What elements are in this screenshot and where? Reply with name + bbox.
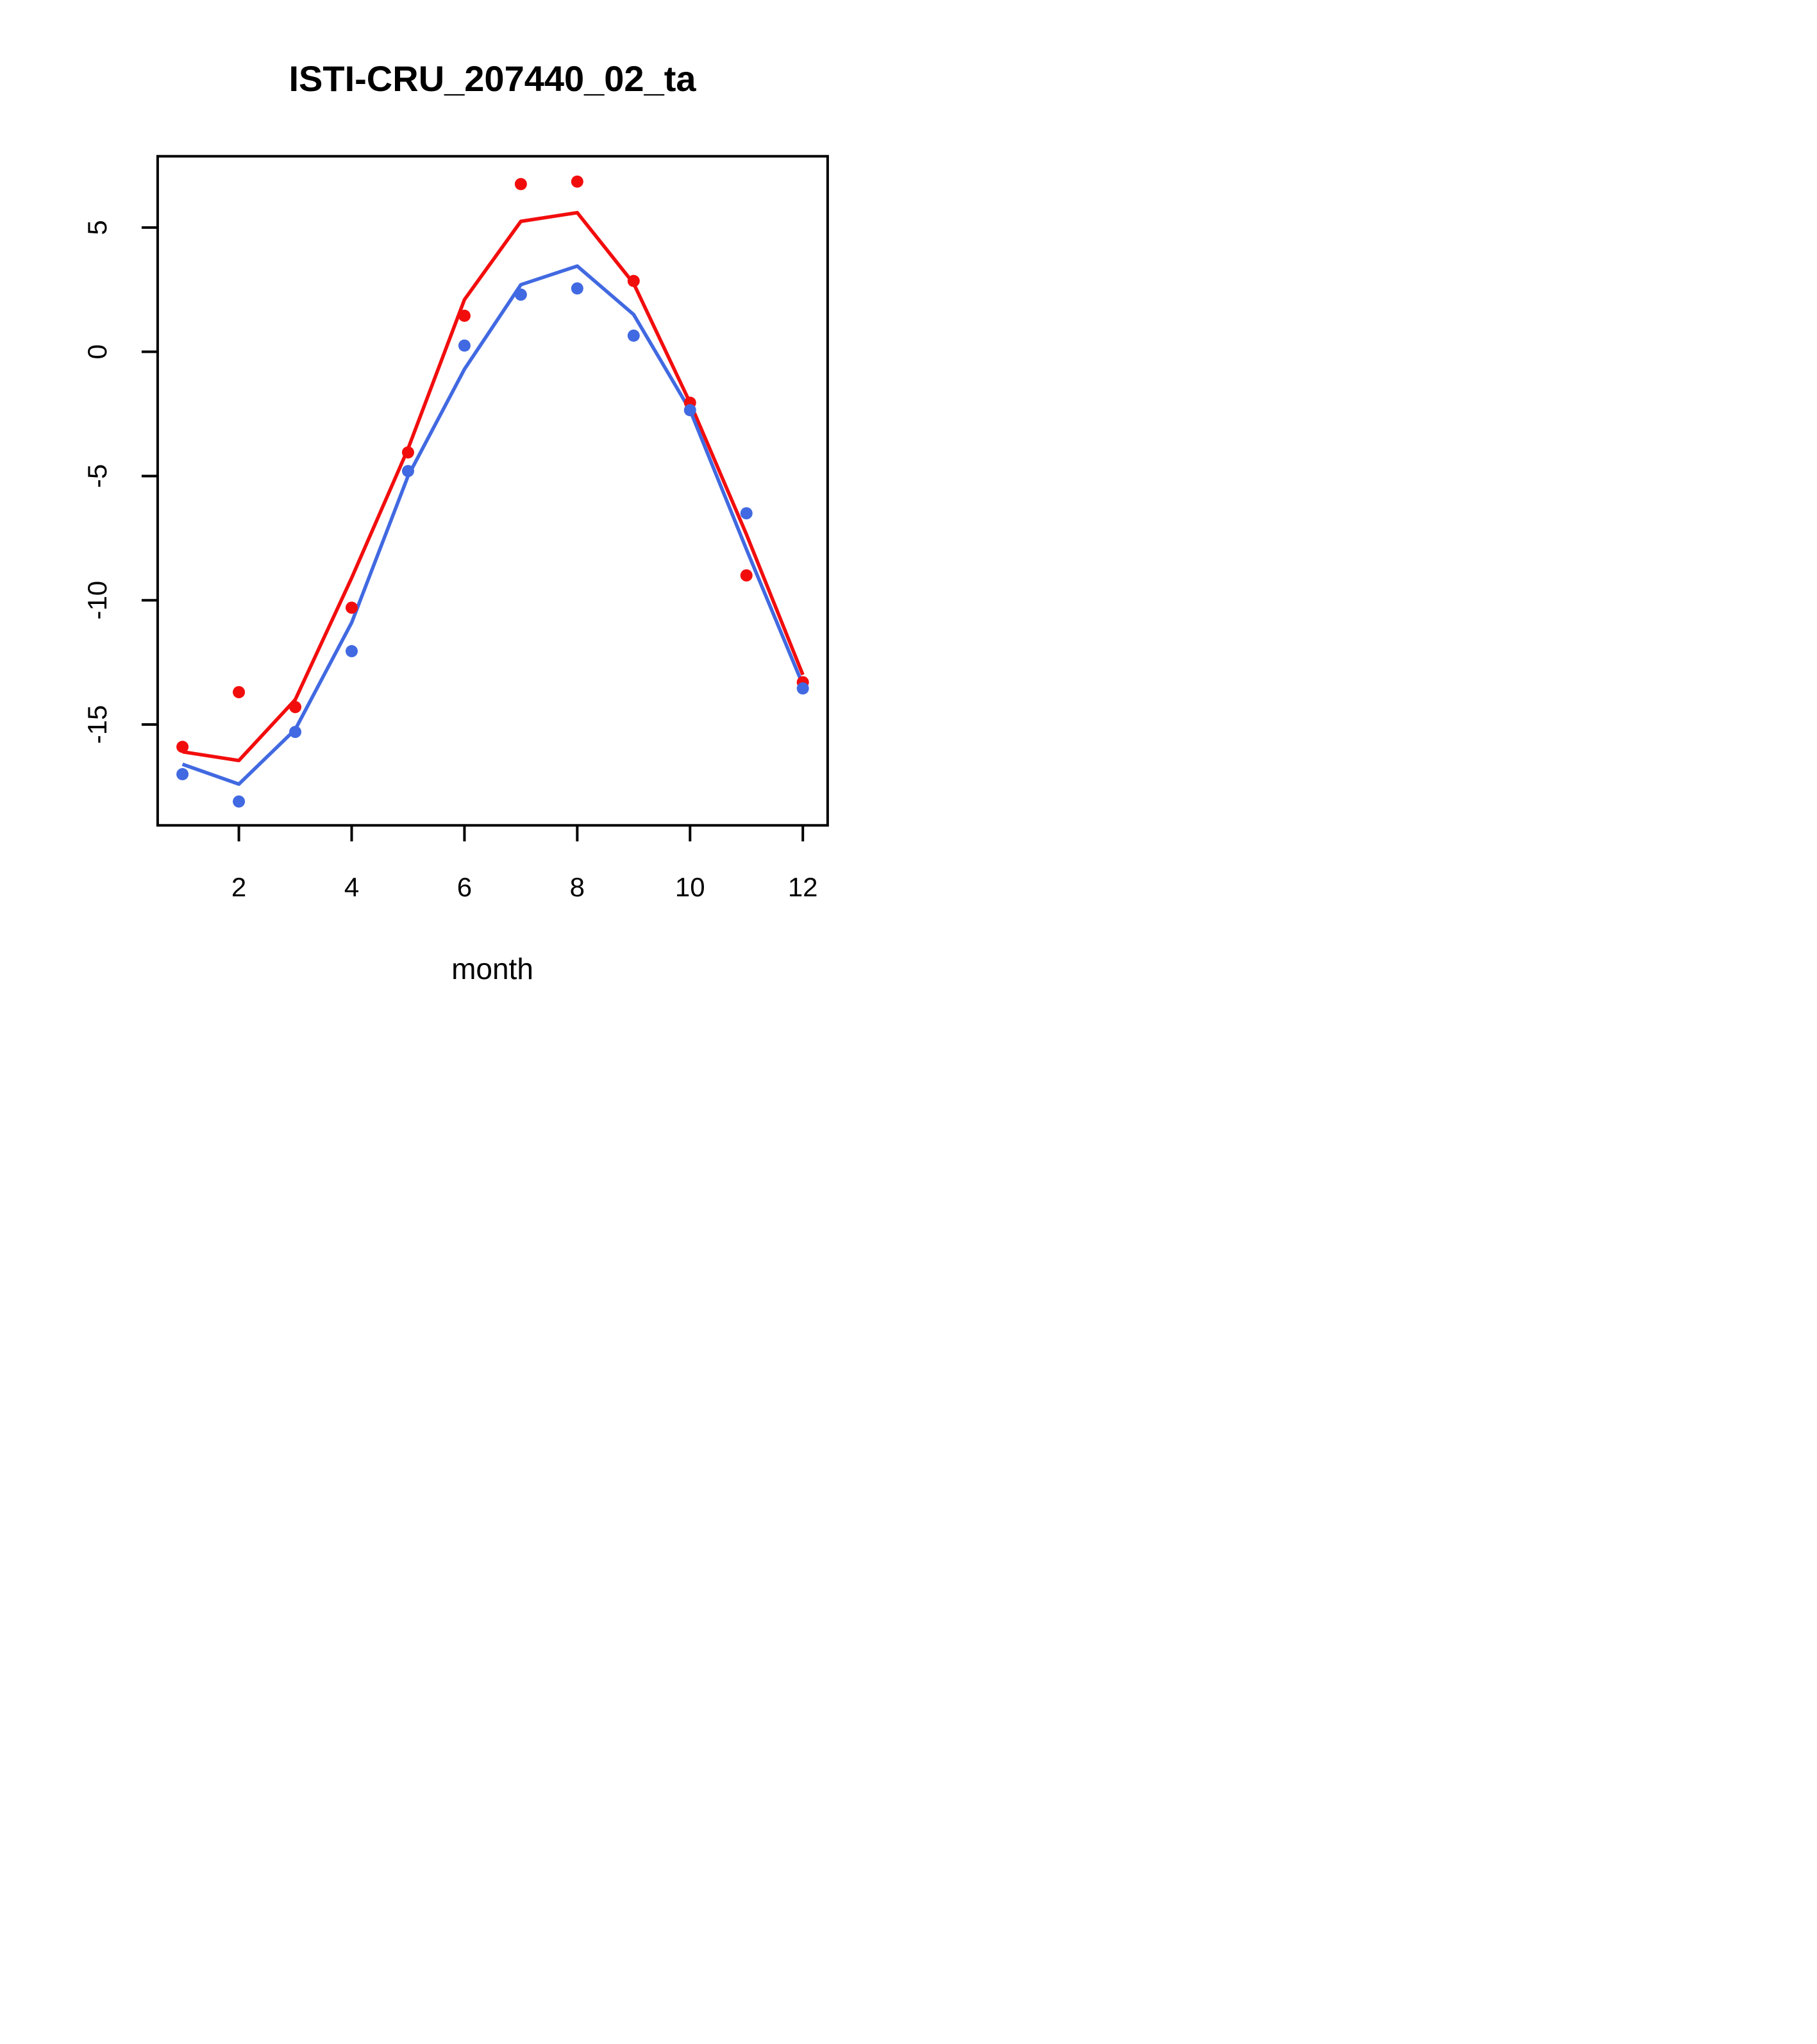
blue-points-marker bbox=[345, 645, 358, 658]
series-layer bbox=[176, 175, 809, 808]
red-points-marker bbox=[514, 178, 527, 190]
blue-points-marker bbox=[514, 289, 527, 301]
blue-points-marker bbox=[740, 507, 753, 520]
blue-points-marker bbox=[683, 404, 696, 417]
red-points-marker bbox=[458, 309, 471, 322]
y-tick-label: -10 bbox=[82, 581, 112, 620]
y-tick-label: -15 bbox=[82, 705, 112, 744]
y-tick-label: 0 bbox=[82, 344, 112, 359]
y-axis: 5 0 -5 -10 -15 bbox=[82, 220, 158, 744]
plot-box-border bbox=[156, 155, 829, 827]
y-tick-label: -5 bbox=[82, 464, 112, 488]
red-points-marker bbox=[345, 601, 358, 614]
chart-canvas: ISTI-CRU_207440_02_ta 5 0 -5 -10 -15 2 4 6 8 10 1… bbox=[82, 58, 829, 985]
blue-line bbox=[181, 264, 805, 786]
blue-points-marker bbox=[289, 726, 302, 739]
blue-points-marker bbox=[401, 465, 414, 478]
blue-points-marker bbox=[458, 339, 471, 352]
red-points-marker bbox=[571, 175, 583, 188]
x-tick-label: 6 bbox=[457, 872, 472, 902]
x-axis: 2 4 6 8 10 12 bbox=[231, 825, 818, 902]
red-points-marker bbox=[401, 446, 414, 459]
y-tick-label: 5 bbox=[82, 220, 112, 235]
x-tick-label: 8 bbox=[570, 872, 585, 902]
red-line bbox=[182, 210, 805, 762]
blue-points bbox=[176, 282, 809, 808]
blue-points-marker bbox=[233, 795, 246, 808]
blue-points-marker bbox=[627, 329, 640, 342]
x-tick-label: 4 bbox=[344, 872, 359, 902]
r-plot-figure: ISTI-CRU_207440_02_ta 5 0 -5 -10 -15 2 4 6 8 10 1… bbox=[0, 0, 908, 1022]
red-points-marker bbox=[740, 569, 753, 582]
red-points-marker bbox=[176, 741, 189, 753]
x-axis-label: month bbox=[451, 952, 533, 985]
red-points-marker bbox=[627, 274, 640, 287]
x-tick-label: 12 bbox=[788, 872, 818, 902]
blue-points-marker bbox=[796, 682, 809, 695]
blue-points-marker bbox=[176, 767, 189, 780]
chart-title: ISTI-CRU_207440_02_ta bbox=[289, 58, 696, 99]
blue-points-marker bbox=[571, 282, 583, 295]
red-points-marker bbox=[233, 686, 246, 699]
red-points-marker bbox=[289, 701, 302, 714]
x-tick-label: 10 bbox=[675, 872, 705, 902]
x-tick-label: 2 bbox=[231, 872, 246, 902]
